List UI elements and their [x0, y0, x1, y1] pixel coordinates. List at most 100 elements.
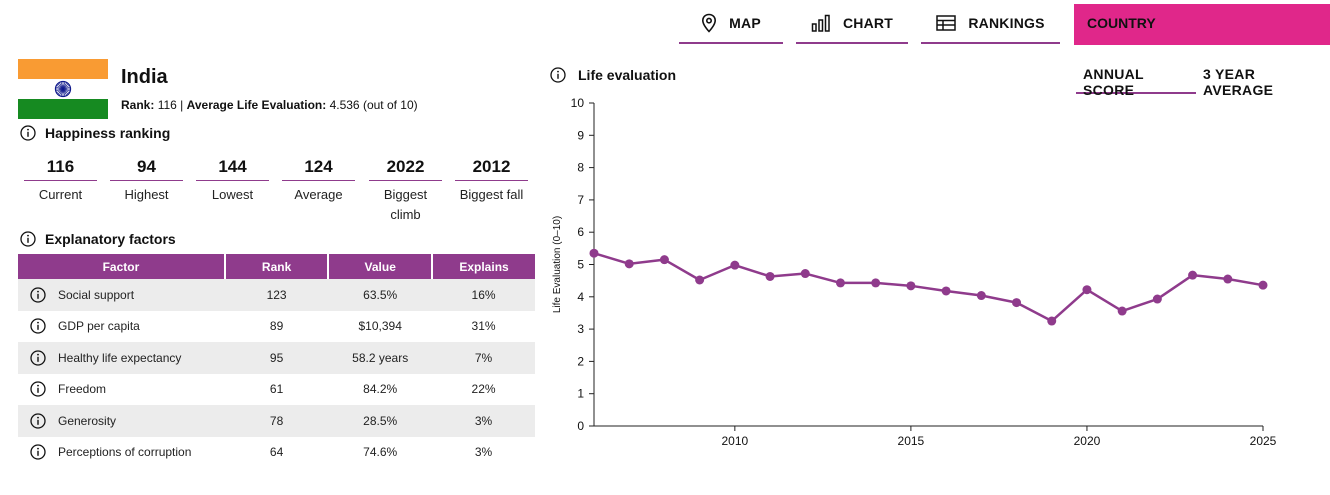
info-icon[interactable]: [30, 318, 46, 334]
factor-label: Healthy life expectancy: [58, 350, 182, 365]
data-point: [624, 259, 634, 269]
country-summary: Rank: 116 | Average Life Evaluation: 4.5…: [121, 98, 418, 112]
explains-cell: 3%: [474, 445, 493, 460]
stat-biggest-climb: 2022 Biggest climb: [369, 156, 442, 225]
map-pin-icon: [702, 13, 717, 33]
nav-country-label: COUNTRY: [1087, 15, 1156, 31]
y-tick-label: 4: [577, 290, 584, 304]
header-explains: Explains: [431, 254, 535, 279]
rank-cell: 89: [269, 319, 284, 334]
stat-average: 124 Average: [282, 156, 355, 205]
explains-cell: 22%: [471, 382, 496, 397]
country-flag: [18, 59, 108, 119]
value-cell: 58.2 years: [328, 342, 433, 374]
explains-cell: 3%: [432, 405, 535, 437]
ashoka-chakra-icon: [54, 80, 72, 98]
x-tick-label: 2010: [721, 434, 748, 448]
data-point: [730, 260, 740, 270]
data-point: [800, 269, 810, 279]
rank-cell: 64: [269, 445, 284, 460]
table-row: Social support 123 63.5% 16%: [18, 279, 535, 311]
bar-chart-icon: [811, 14, 830, 32]
nav-rankings-label: RANKINGS: [968, 15, 1045, 31]
explains-cell: 31%: [471, 319, 496, 334]
info-icon[interactable]: [30, 350, 46, 366]
header-rank: Rank: [223, 254, 329, 279]
data-point: [1082, 285, 1092, 295]
header-factor: Factor: [18, 254, 225, 279]
info-icon[interactable]: [30, 381, 46, 397]
info-icon[interactable]: [30, 444, 46, 460]
table-row: Perceptions of corruption 64 74.6% 3%: [18, 437, 535, 469]
y-tick-label: 8: [577, 161, 584, 175]
factor-label: Freedom: [58, 382, 107, 397]
life-evaluation-chart: 0 1 2 3 4 5 6 7 8 9 10 2010 2015 2020 2025 Life Evaluat…: [552, 96, 1277, 448]
y-axis-label: Life Evaluation (0–10): [552, 216, 563, 313]
table-icon: [936, 15, 957, 31]
data-point: [1117, 306, 1127, 316]
data-point: [1188, 270, 1198, 280]
y-tick-label: 0: [577, 419, 584, 433]
data-point: [1152, 294, 1162, 304]
y-tick-label: 9: [577, 128, 584, 142]
nav-country-tab[interactable]: COUNTRY: [1074, 4, 1330, 45]
explains-cell: 7%: [432, 342, 535, 374]
data-point: [906, 281, 916, 291]
y-tick-label: 10: [571, 96, 585, 110]
factor-cell: Healthy life expectancy: [18, 342, 225, 374]
data-point: [976, 291, 986, 301]
info-icon[interactable]: [20, 231, 36, 247]
data-point: [1223, 274, 1233, 284]
explains-cell: 16%: [432, 279, 535, 311]
x-tick-label: 2015: [898, 434, 925, 448]
stat-highest: 94 Highest: [110, 156, 183, 205]
rank-cell: 123: [224, 279, 329, 311]
data-point: [1012, 298, 1022, 308]
rank-cell: 95: [224, 342, 329, 374]
data-point: [765, 271, 775, 281]
data-point: [1047, 316, 1057, 326]
table-row: Healthy life expectancy 95 58.2 years 7%: [18, 342, 535, 374]
stat-lowest: 144 Lowest: [196, 156, 269, 205]
value-cell: 28.5%: [328, 405, 433, 437]
data-point: [871, 278, 881, 288]
nav-map-label: MAP: [729, 15, 761, 31]
y-tick-label: 6: [577, 225, 584, 239]
three-year-average-tab[interactable]: 3 YEAR AVERAGE: [1203, 66, 1274, 98]
factor-cell: GDP per capita: [18, 311, 225, 343]
factor-cell: Social support: [18, 279, 225, 311]
nav-chart-tab[interactable]: CHART: [796, 4, 908, 44]
rank-cell: 78: [224, 405, 329, 437]
nav-map-tab[interactable]: MAP: [679, 4, 783, 44]
factor-label: Generosity: [58, 413, 117, 428]
info-icon[interactable]: [30, 413, 46, 429]
explanatory-factors-table: Factor Rank Value Explains Social suppor…: [18, 254, 535, 468]
info-icon[interactable]: [20, 125, 36, 141]
nav-chart-label: CHART: [843, 15, 893, 31]
factor-cell: Generosity: [18, 405, 225, 437]
rank-cell: 61: [269, 382, 284, 397]
value-cell: 63.5%: [328, 279, 433, 311]
header-value: Value: [327, 254, 433, 279]
info-icon[interactable]: [550, 67, 566, 83]
data-point: [695, 275, 705, 285]
table-row: Generosity 78 28.5% 3%: [18, 405, 535, 437]
table-row: Freedom 61 84.2% 22%: [18, 374, 535, 406]
data-point: [1258, 280, 1268, 290]
value-cell: 74.6%: [363, 445, 398, 460]
info-icon[interactable]: [30, 287, 46, 303]
happiness-ranking-title: Happiness ranking: [20, 125, 170, 141]
x-tick-label: 2025: [1250, 434, 1277, 448]
annual-score-tab[interactable]: ANNUAL SCORE: [1076, 66, 1196, 98]
stat-current: 116 Current: [24, 156, 97, 205]
factor-cell: Perceptions of corruption: [18, 437, 225, 469]
data-point: [941, 286, 951, 296]
factor-label: Perceptions of corruption: [58, 445, 192, 460]
value-cell: $10,394: [358, 319, 402, 334]
nav-rankings-tab[interactable]: RANKINGS: [921, 4, 1060, 44]
y-tick-label: 5: [577, 258, 584, 272]
value-cell: 84.2%: [363, 382, 398, 397]
y-tick-label: 3: [577, 322, 584, 336]
series-line: [593, 251, 1264, 323]
y-tick-label: 7: [577, 193, 584, 207]
